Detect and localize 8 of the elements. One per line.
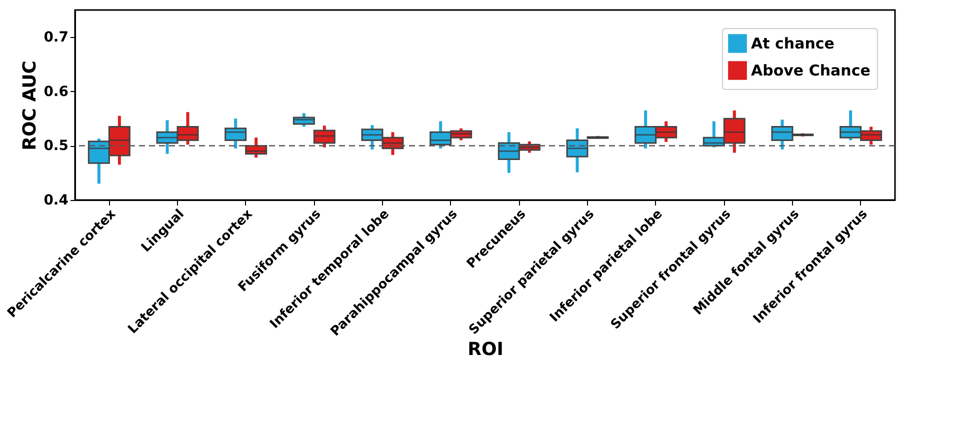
y-axis-title: ROC AUC — [20, 60, 41, 150]
x-axis-title: ROI — [468, 338, 504, 360]
y-tick-label: 0.6 — [44, 84, 68, 100]
y-tick-label: 0.7 — [44, 30, 68, 46]
y-tick-label: 0.5 — [44, 138, 68, 154]
legend-label: Above Chance — [751, 62, 870, 80]
y-tick-label: 0.4 — [44, 192, 69, 208]
legend-label: At chance — [751, 34, 834, 52]
